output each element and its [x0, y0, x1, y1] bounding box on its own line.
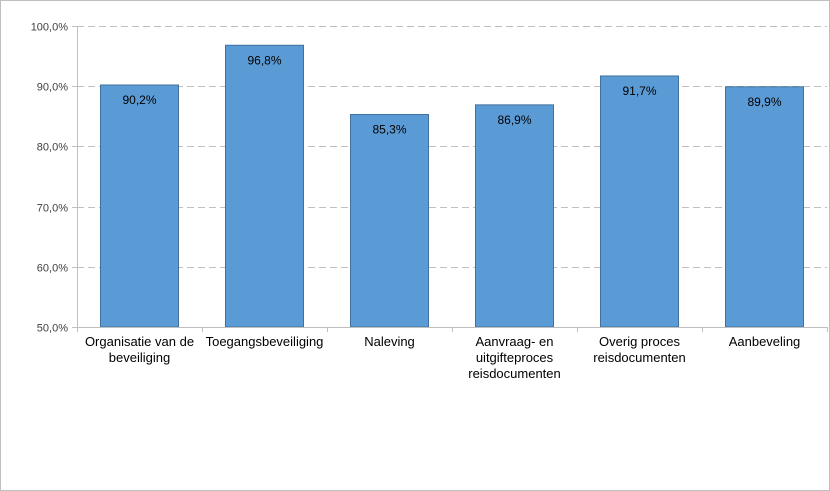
- data-label: 91,7%: [622, 84, 656, 98]
- y-tick-label: 100,0%: [31, 22, 69, 34]
- x-category-label: Overig proces: [599, 334, 680, 349]
- y-tick-label: 90,0%: [37, 82, 68, 94]
- data-label: 96,8%: [247, 53, 281, 67]
- y-tick-label: 80,0%: [37, 142, 68, 154]
- data-label: 86,9%: [497, 113, 531, 127]
- bar: [725, 86, 804, 328]
- x-category-label: Aanvraag- en: [475, 334, 553, 349]
- y-tick-label: 70,0%: [37, 203, 68, 215]
- bar: [225, 44, 304, 328]
- bar: [100, 84, 179, 328]
- x-category-label: reisdocumenten: [468, 366, 561, 381]
- x-category-label: Organisatie van de: [85, 334, 194, 349]
- x-category-label: Toegangsbeveiliging: [206, 334, 324, 349]
- bar: [475, 104, 554, 328]
- x-category-label: beveiliging: [109, 350, 170, 365]
- data-label: 90,2%: [122, 93, 156, 107]
- y-tick-label: 50,0%: [37, 323, 68, 335]
- bar: [350, 113, 429, 328]
- data-label: 85,3%: [372, 122, 406, 136]
- x-category-label: Aanbeveling: [729, 334, 801, 349]
- x-category-label: reisdocumenten: [593, 350, 686, 365]
- data-label: 89,9%: [747, 95, 781, 109]
- x-category-label: uitgifteproces: [476, 350, 554, 365]
- bar: [600, 75, 679, 328]
- x-category-label: Naleving: [364, 334, 415, 349]
- y-tick-label: 60,0%: [37, 263, 68, 275]
